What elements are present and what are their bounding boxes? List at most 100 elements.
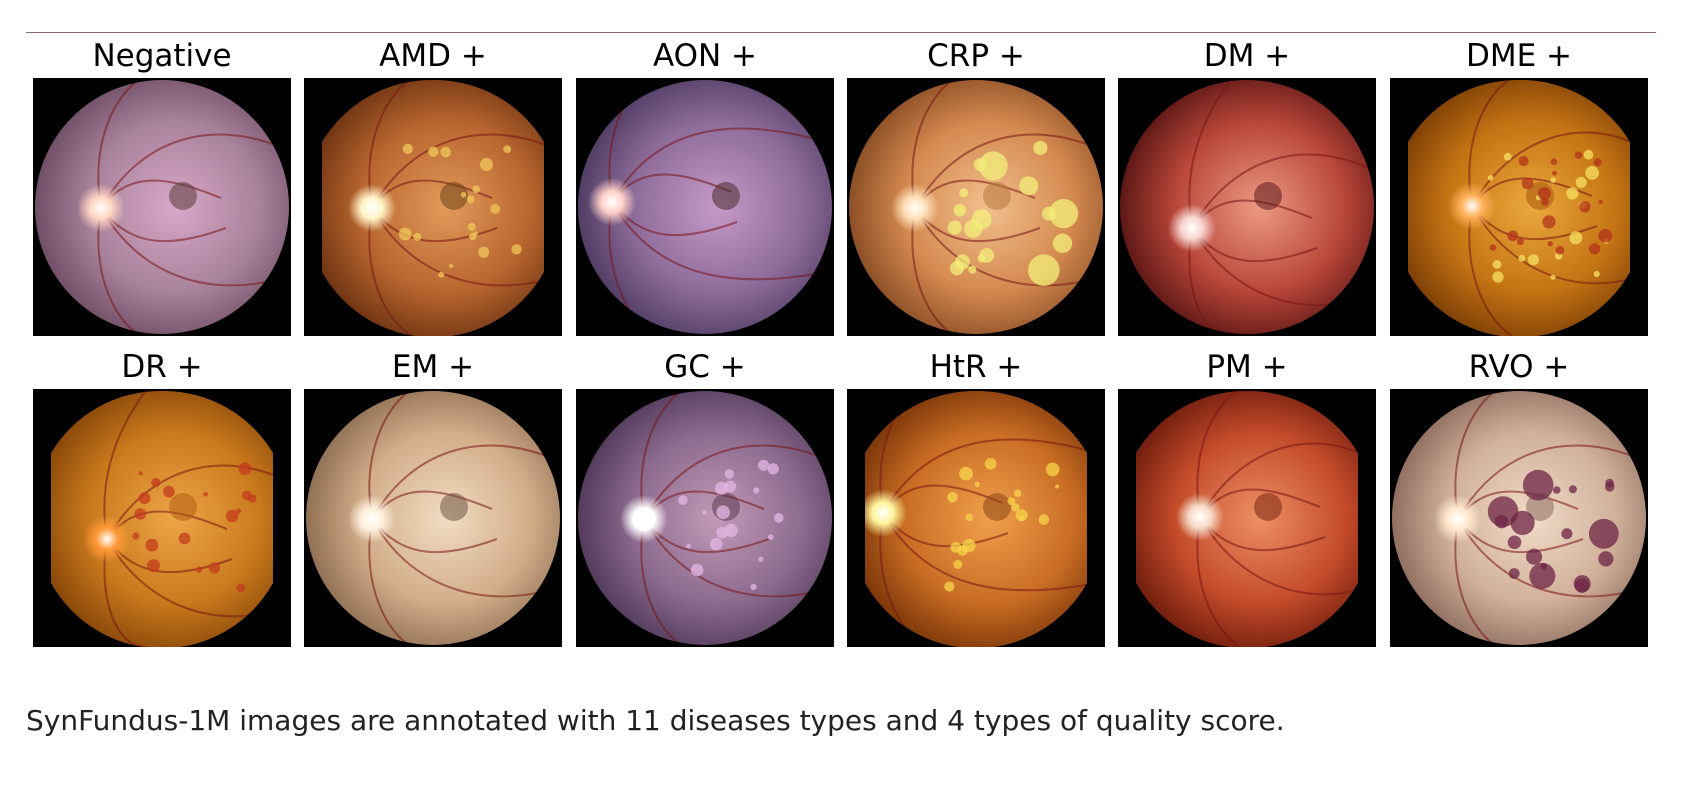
lesion-spot (1019, 176, 1039, 196)
fundus-figure: Negative AMD + AON + (33, 34, 1661, 654)
lesion-spot (1018, 515, 1025, 521)
fovea (983, 493, 1011, 521)
fundus-photo (1120, 80, 1374, 334)
lesion-spot (1503, 152, 1512, 161)
fundus-image (304, 389, 562, 647)
lesion-spot (758, 556, 764, 562)
panel-label: PM + (1206, 349, 1288, 385)
fundus-panel: GC + (576, 345, 834, 647)
vessel (1199, 442, 1358, 518)
lesion-spot (1033, 140, 1048, 156)
lesion-spot (1492, 271, 1504, 283)
lesion-spot (208, 562, 220, 574)
lesion-spot (750, 583, 757, 591)
fundus-image (304, 78, 562, 336)
lesion-spot (147, 559, 160, 573)
lesion-spot (1038, 514, 1050, 525)
retina-background (51, 390, 273, 647)
lesion-spot (163, 485, 175, 498)
lesion-spot (977, 254, 986, 263)
lesion-spot (1507, 230, 1519, 242)
lesions (947, 140, 1079, 286)
vessel (611, 201, 827, 281)
lesion-spot (472, 185, 481, 194)
fundus-image (1118, 389, 1376, 647)
lesions (678, 459, 784, 591)
lesion-spot (413, 233, 422, 241)
lesion-spot (1541, 198, 1549, 206)
lesion-spot (944, 581, 955, 592)
lesion-spot (438, 271, 445, 278)
fundus-image (33, 389, 291, 647)
lesion-spot (1487, 496, 1519, 527)
lesion-spot (1007, 497, 1016, 506)
lesion-spot (724, 469, 734, 479)
lesion-spot (971, 209, 992, 230)
lesion-spot (466, 195, 475, 204)
fundus-image (1390, 389, 1648, 647)
lesion-spot (138, 471, 143, 476)
lesion-spot (1598, 551, 1614, 567)
optic-disc (348, 184, 396, 232)
fundus-panel: RVO + (1390, 345, 1648, 647)
lesion-spot (1593, 158, 1602, 167)
fundus-image (576, 78, 834, 336)
fundus-photo (1136, 390, 1358, 647)
retina-background (578, 391, 832, 645)
panel-label: AON + (652, 38, 758, 74)
lesion-spot (953, 560, 963, 569)
fundus-panel: DR + (33, 345, 291, 647)
fundus-photo (306, 391, 560, 645)
fundus-photo (35, 80, 289, 334)
retinal-vessels (608, 80, 827, 334)
lesion-spot (678, 495, 688, 505)
lesion-spot (1526, 548, 1543, 565)
fovea (169, 182, 197, 210)
lesion-spot (1574, 578, 1590, 593)
lesion-spot (1583, 149, 1594, 160)
lesion-spot (178, 532, 191, 545)
lesion-spot (724, 480, 737, 493)
fovea (1526, 493, 1554, 521)
lesion-spot (1598, 228, 1613, 243)
lesion-spot (1553, 486, 1561, 494)
lesion-spot (1011, 503, 1020, 512)
lesion-spot (1518, 254, 1526, 262)
panel-label: HtR + (929, 349, 1023, 385)
fundus-photo (1408, 79, 1630, 336)
lesions (944, 458, 1060, 592)
retina-background (1408, 79, 1630, 336)
lesion-spot (469, 232, 477, 240)
lesion-spot (962, 538, 976, 553)
fundus-photo (578, 80, 832, 334)
vessel (100, 133, 284, 209)
fundus-panel: DM + (1118, 34, 1376, 336)
lesions (398, 143, 522, 278)
vessel (1471, 205, 1630, 285)
lesion-spot (950, 542, 962, 553)
lesion-spot (1049, 199, 1079, 229)
vessel (914, 133, 1098, 209)
lesion-spot (1550, 158, 1558, 165)
lesion-spot (195, 566, 203, 573)
figure-caption: SynFundus-1M images are annotated with 1… (26, 704, 1285, 737)
lesion-spot (402, 143, 413, 154)
fundus-panel: AON + (576, 34, 834, 336)
vessel (106, 464, 273, 540)
lesion-spot (1542, 215, 1556, 229)
vessel (1191, 153, 1369, 229)
fovea (440, 493, 468, 521)
fundus-photo (578, 391, 832, 645)
lesion-spot (225, 509, 239, 523)
fundus-image (33, 78, 291, 336)
lesion-spot (248, 494, 257, 503)
lesion-spot (490, 204, 501, 214)
panel-label: DM + (1203, 38, 1291, 74)
panel-label: CRP + (927, 38, 1025, 74)
fovea (983, 182, 1011, 210)
fovea (1254, 493, 1282, 521)
lesion-spot (709, 537, 723, 551)
fundus-photo (322, 79, 544, 336)
lesion-spot (236, 583, 246, 593)
lesion-spot (1574, 151, 1583, 159)
